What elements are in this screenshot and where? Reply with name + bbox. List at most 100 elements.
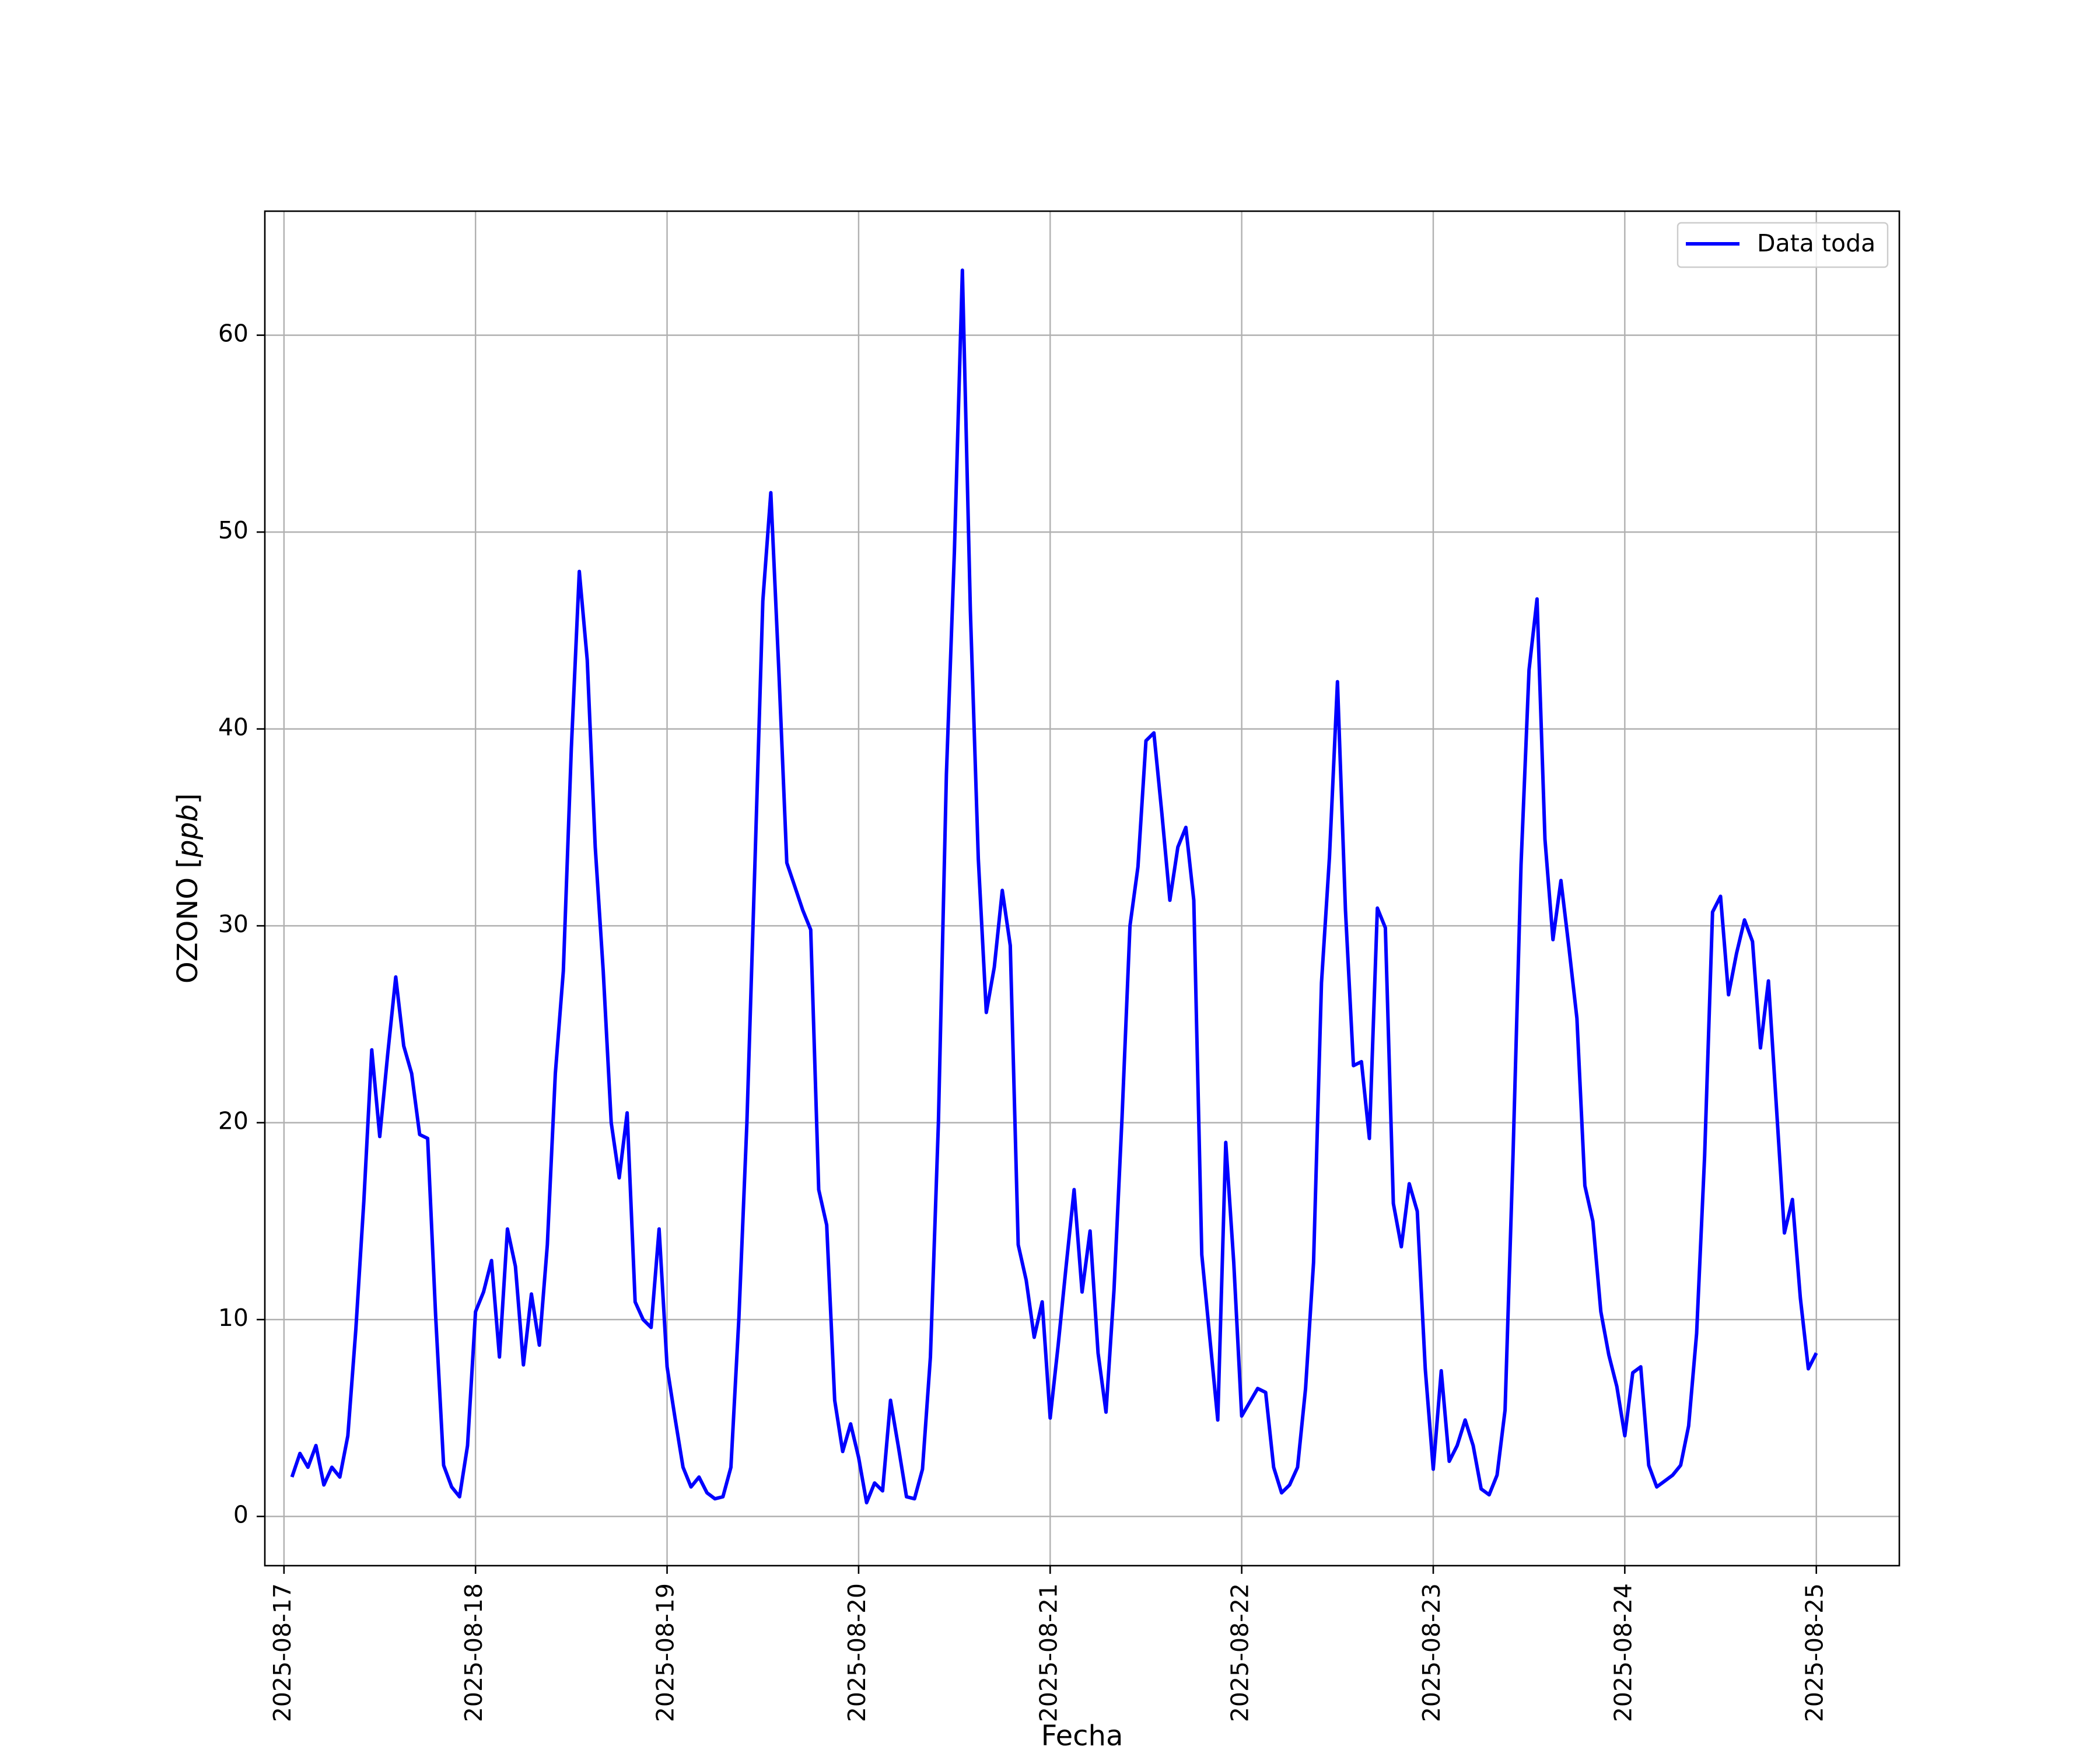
- data-point: [1024, 1279, 1028, 1282]
- series-line-data-toda: [290, 268, 1818, 1504]
- data-point: [1655, 1485, 1658, 1489]
- data-point: [1551, 938, 1555, 942]
- series-layer: [290, 268, 1818, 1504]
- data-point: [394, 975, 397, 979]
- data-point: [1000, 888, 1004, 892]
- x-tick-label: 2025-08-20: [843, 1583, 871, 1722]
- y-axis-label: OZONO [ppb]: [172, 793, 204, 984]
- data-point: [817, 1188, 821, 1191]
- data-point: [1368, 1137, 1371, 1140]
- data-point: [1288, 1483, 1292, 1487]
- data-point: [1447, 1460, 1451, 1463]
- data-point: [1591, 1219, 1595, 1223]
- data-point: [1527, 668, 1531, 671]
- data-point: [418, 1133, 421, 1136]
- data-point: [1408, 1182, 1411, 1185]
- data-point: [490, 1259, 494, 1262]
- data-point: [578, 570, 581, 573]
- data-point: [514, 1265, 517, 1268]
- data-point: [386, 1052, 390, 1056]
- data-point: [1631, 1371, 1634, 1374]
- data-point: [1511, 1153, 1515, 1156]
- data-point: [777, 668, 780, 671]
- data-point: [1687, 1424, 1690, 1427]
- data-point: [849, 1422, 852, 1426]
- data-point: [1432, 1468, 1435, 1471]
- legend-label: Data toda: [1757, 229, 1875, 257]
- data-point: [569, 747, 573, 750]
- data-point: [944, 772, 948, 776]
- data-point: [306, 1465, 310, 1469]
- data-point: [601, 970, 605, 973]
- data-point: [1520, 863, 1523, 867]
- data-point: [1192, 898, 1196, 902]
- y-tick-label: 60: [218, 320, 249, 348]
- data-point: [362, 1200, 366, 1203]
- data-point: [1703, 1154, 1706, 1158]
- data-point: [1488, 1493, 1491, 1497]
- data-point: [1232, 1261, 1236, 1264]
- data-point: [1041, 1300, 1044, 1304]
- data-point: [1176, 845, 1180, 849]
- data-point: [969, 609, 972, 612]
- data-point: [937, 1121, 940, 1125]
- data-point: [442, 1464, 446, 1467]
- data-point: [1727, 993, 1730, 996]
- data-point: [1136, 865, 1140, 869]
- data-point: [634, 1300, 637, 1304]
- data-point: [993, 965, 996, 969]
- data-point: [833, 1399, 836, 1402]
- data-point: [1743, 918, 1746, 922]
- data-point: [753, 863, 757, 867]
- data-point: [1623, 1434, 1626, 1437]
- data-point: [378, 1135, 382, 1138]
- data-point: [1711, 911, 1714, 914]
- data-point: [1344, 908, 1348, 912]
- data-point: [338, 1475, 342, 1479]
- data-point: [586, 659, 589, 662]
- data-point: [673, 1416, 677, 1420]
- data-point: [1774, 1105, 1778, 1109]
- data-point: [1735, 951, 1738, 955]
- data-point: [1639, 1365, 1643, 1368]
- data-point: [298, 1452, 302, 1455]
- data-point: [793, 885, 797, 888]
- data-point: [314, 1444, 318, 1447]
- data-point: [657, 1227, 661, 1231]
- data-point: [1152, 731, 1156, 734]
- data-point: [625, 1111, 629, 1115]
- data-point: [1096, 1352, 1100, 1355]
- data-point: [562, 970, 565, 973]
- data-point: [897, 1446, 900, 1450]
- data-point: [1080, 1290, 1084, 1294]
- data-point: [761, 599, 765, 603]
- data-point: [961, 268, 964, 272]
- data-point: [402, 1044, 405, 1048]
- data-point: [1607, 1353, 1611, 1357]
- data-point: [1544, 838, 1547, 841]
- legend-frame: [1676, 222, 1889, 268]
- y-axis-label-unit: ppb: [172, 804, 204, 858]
- data-point: [466, 1444, 470, 1447]
- data-point: [1807, 1367, 1810, 1371]
- data-point: [1599, 1310, 1602, 1314]
- x-axis: 2025-08-17 2025-08-18 2025-08-19 2025-08-20…: [268, 1566, 1829, 1722]
- data-point: [1352, 1064, 1355, 1068]
- data-point: [1392, 1202, 1395, 1205]
- data-point: [1264, 1391, 1268, 1394]
- data-point: [1184, 825, 1188, 829]
- data-point: [426, 1137, 429, 1140]
- data-point: [1320, 981, 1323, 985]
- data-point: [889, 1399, 892, 1402]
- data-point: [1304, 1387, 1307, 1390]
- data-point: [1471, 1444, 1475, 1447]
- data-point: [522, 1363, 525, 1367]
- data-point: [1160, 812, 1164, 816]
- data-point: [1671, 1474, 1674, 1477]
- data-point: [1017, 1243, 1020, 1247]
- data-point: [1423, 1367, 1427, 1371]
- data-point: [1791, 1198, 1794, 1201]
- data-point: [642, 1318, 645, 1321]
- data-point: [1615, 1385, 1619, 1388]
